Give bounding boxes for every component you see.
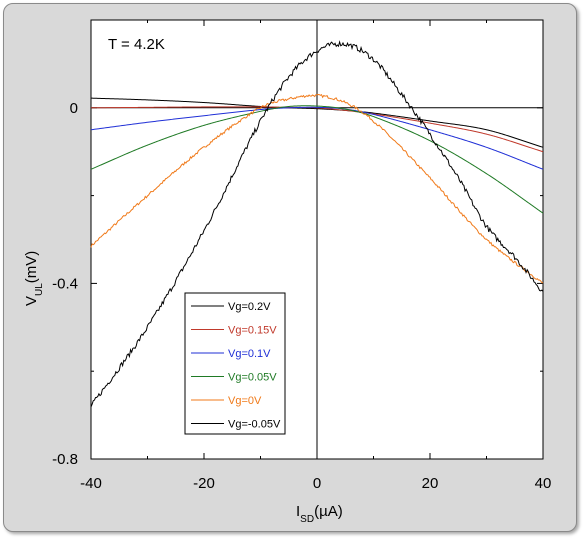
y-axis-title-sub: UL: [34, 283, 45, 296]
series-line: [90, 106, 544, 170]
legend-label: Vg=-0.05V: [228, 419, 281, 431]
legend-label: Vg=0.1V: [228, 348, 271, 360]
legend-label: Vg=0V: [228, 395, 262, 407]
axis-ticks: -40 -20 0 20 40 0 -0.4 -0.8: [52, 19, 552, 492]
x-axis-title: ISD(µA): [296, 503, 343, 525]
temperature-annotation: T = 4.2K: [108, 36, 165, 53]
series-line: [90, 105, 544, 214]
legend-label: Vg=0.15V: [228, 325, 277, 337]
y-tick-label: -0.4: [52, 275, 78, 292]
legend-box: [184, 292, 286, 435]
x-axis-title-main: I: [296, 503, 300, 520]
x-tick-label: 0: [313, 475, 321, 492]
y-axis-title-unit: (mV): [23, 251, 40, 284]
x-tick-label: -40: [80, 475, 102, 492]
x-tick-label: -20: [193, 475, 215, 492]
y-tick-label: -0.8: [52, 451, 78, 468]
series-group: [90, 40, 544, 408]
y-axis-title-main: V: [23, 296, 40, 306]
legend: Vg=0.2V Vg=0.15V Vg=0.1V Vg=0.05V Vg=0V Vg=-0…: [184, 292, 286, 435]
x-axis-title-sub: SD: [300, 514, 314, 525]
y-tick-label: 0: [70, 100, 78, 117]
x-axis-title-unit: (µA): [314, 503, 343, 520]
series-line: [90, 40, 544, 408]
series-line: [90, 97, 544, 148]
legend-label: Vg=0.2V: [228, 301, 271, 313]
series-line: [90, 93, 544, 284]
x-tick-label: 40: [535, 475, 552, 492]
x-tick-label: 20: [422, 475, 439, 492]
y-axis-title: VUL(mV): [23, 251, 45, 306]
legend-label: Vg=0.05V: [228, 372, 277, 384]
